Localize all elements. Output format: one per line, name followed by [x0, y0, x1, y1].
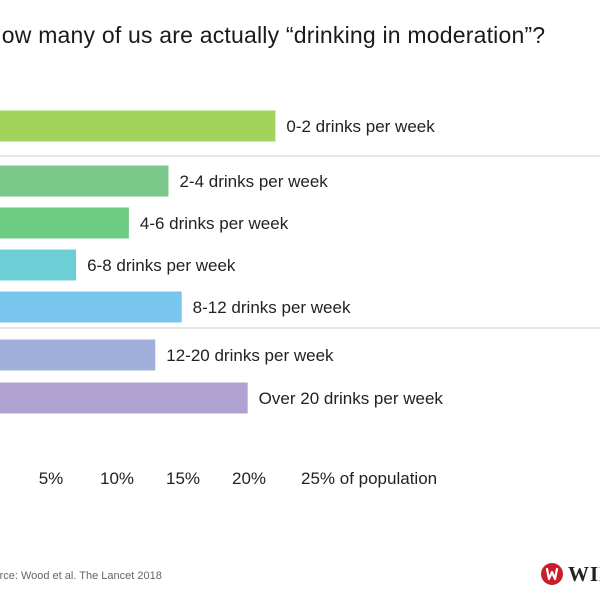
bar [0, 382, 248, 414]
bar-label: 6-8 drinks per week [87, 256, 236, 275]
bar-label: 2-4 drinks per week [179, 172, 328, 191]
bar [0, 110, 276, 142]
x-tick-label: 20% [232, 469, 266, 488]
x-tick-label: 25% of population [301, 469, 437, 488]
bar [0, 291, 182, 323]
bar-label: 12-20 drinks per week [166, 346, 334, 365]
bar [0, 207, 129, 239]
x-tick-label: 5% [39, 469, 64, 488]
bar-label: 8-12 drinks per week [193, 298, 351, 317]
bar [0, 249, 77, 281]
bar [0, 339, 156, 371]
bar [0, 165, 169, 197]
source-note: Source: Wood et al. The Lancet 2018 [0, 570, 162, 582]
brand-name: WINE FOLLY [568, 561, 600, 586]
brand-logo: WINE FOLLY [540, 561, 600, 587]
x-tick-label: 15% [166, 469, 200, 488]
bar-label: 0-2 drinks per week [286, 117, 435, 136]
wine-glass-logo-icon [541, 563, 563, 585]
x-tick-label: 10% [100, 469, 134, 488]
chart-title: How many of us are actually “drinking in… [0, 22, 546, 48]
bar-label: Over 20 drinks per week [259, 389, 444, 408]
bar-label: 4-6 drinks per week [140, 214, 289, 233]
